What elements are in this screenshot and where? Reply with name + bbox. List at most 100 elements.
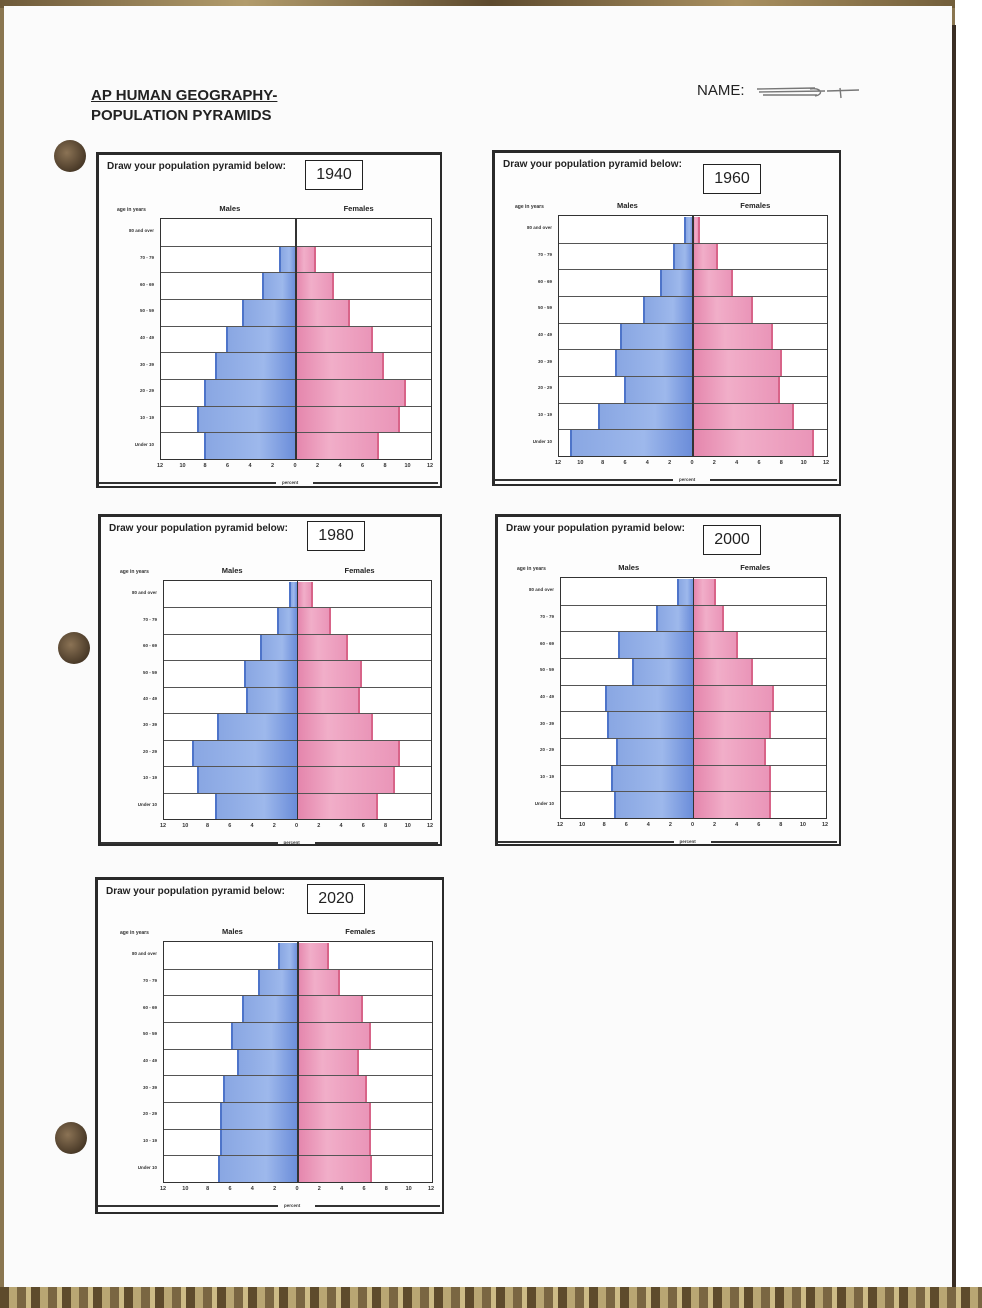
age-group-label: 60 - 69 [142,643,157,649]
x-tick-label: 2 [273,1186,277,1192]
x-tick-label: 10 [800,460,807,466]
male-bar [672,243,693,270]
female-bar [297,661,363,687]
male-bar [236,1049,298,1076]
x-tick-label: 6 [228,823,232,829]
age-group-label: 20 - 29 [539,747,554,753]
female-bar [298,969,341,996]
male-bar [570,430,693,456]
x-axis-label: percent [282,480,299,485]
female-bar [693,377,781,403]
name-scribble-redacted [756,87,860,99]
age-group-label: 40 - 49 [537,332,552,337]
x-tick-label: 10 [405,1186,412,1192]
x-tick-label: 2 [270,463,275,469]
x-tick-label: 8 [601,460,605,466]
female-bar [693,270,734,296]
age-group-label: 70 - 79 [142,616,157,622]
age-group-label: 10 - 19 [142,775,157,781]
binder-hole-icon [58,632,90,664]
x-axis-label: percent [283,840,300,845]
age-group-label: 60 - 69 [139,281,154,287]
male-bar [223,1076,298,1102]
binder-hole-icon [54,140,86,172]
male-bar [259,634,298,661]
male-bar [607,712,694,738]
age-group-label: 10 - 19 [142,1138,157,1143]
males-label: Males [221,566,243,575]
age-group-label: Under 10 [532,438,552,444]
female-bar [297,793,378,819]
x-tick-label: 12 [427,1186,435,1192]
x-tick-label: 2 [712,460,716,466]
x-axis-rule-right [313,482,438,484]
x-tick-label: 8 [779,460,783,466]
x-axis-rule-left [495,479,673,481]
age-group-label: 50 - 59 [139,308,154,314]
x-tick-label: 0 [295,1186,299,1192]
year-box: 2020 [307,884,365,914]
x-tick-label: 4 [339,823,343,829]
age-group-label: 80 and over [131,590,157,596]
age-group-label: 50 - 59 [142,669,157,675]
background-surface-top [0,0,982,8]
x-tick-label: 8 [206,1186,210,1192]
female-bar [296,353,384,379]
male-bar [215,353,296,379]
age-group-label: 40 - 49 [142,1058,157,1063]
age-group-label: 80 and over [528,587,554,593]
panel-prompt: Draw your population pyramid below: [107,161,286,172]
female-bar [693,605,725,632]
year-box: 1940 [305,160,363,190]
male-bar [618,632,694,658]
female-bar [297,714,374,740]
x-tick-label: 2 [713,822,717,828]
males-label: Males [221,927,243,936]
x-tick-label: 6 [360,463,365,469]
male-bar [246,687,298,714]
age-group-label: 30 - 39 [139,361,154,367]
age-group-label: 60 - 69 [539,640,554,646]
male-bar [191,740,298,767]
female-bar [693,579,716,605]
x-tick-label: 2 [315,463,320,469]
age-group-label: 20 - 29 [139,388,154,394]
male-bar [203,433,296,459]
male-bar [279,246,296,273]
age-group-label: 70 - 79 [142,978,157,983]
male-bar [610,765,694,792]
female-bar [297,634,348,661]
age-group-label: 70 - 79 [139,255,154,260]
x-tick-label: 6 [757,822,761,828]
x-axis-rule-left [99,482,276,484]
female-bar [298,943,330,969]
year-box: 1980 [307,521,365,551]
x-tick-label: 4 [340,1186,344,1192]
female-bar [693,297,754,323]
zero-axis [692,216,694,456]
x-tick-label: 0 [293,463,297,469]
background-margin-right [955,0,982,1308]
x-tick-label: 4 [735,460,739,466]
age-group-label: 30 - 39 [142,722,157,728]
age-group-label: 30 - 39 [539,720,554,726]
male-bar [197,406,296,433]
male-bar [231,1023,298,1049]
male-bar [277,943,298,969]
x-axis-rule-right [710,479,837,481]
x-tick-label: 0 [294,823,299,829]
age-group-label: 80 and over [526,225,552,231]
female-bar [693,217,700,243]
male-bar [219,1103,298,1129]
pyramid-plot-area [163,941,433,1183]
x-tick-label: 6 [225,463,230,469]
females-label: Females [343,204,374,213]
females-label: Females [344,566,375,575]
x-tick-label: 4 [250,1186,254,1192]
x-axis-label: percent [679,477,696,482]
x-tick-label: 2 [317,1186,321,1192]
x-tick-label: 6 [623,460,627,466]
age-group-label: 80 and over [131,951,157,957]
male-bar [598,403,693,430]
female-bar [693,350,783,376]
